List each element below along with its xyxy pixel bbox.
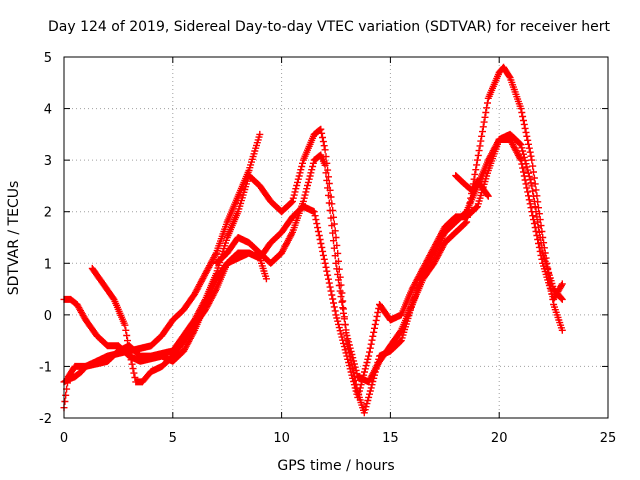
chart-title: Day 124 of 2019, Sidereal Day-to-day VTE… [48, 19, 610, 35]
plot-frame [63, 56, 609, 419]
marker-cluster [212, 63, 566, 386]
x-tick-label: 10 [273, 431, 290, 446]
x-tick-label: 5 [169, 431, 177, 446]
x-tick-label: 15 [382, 431, 399, 446]
y-tick-label: 0 [44, 309, 52, 324]
axis-ticks: 0 5 10 15 20 25 -2 -1 0 1 2 3 4 5 [39, 51, 616, 446]
marker-cluster [452, 172, 492, 200]
y-axis-label: SDTVAR / TECUs [6, 181, 22, 296]
y-tick-label: 5 [44, 51, 52, 66]
x-axis-label: GPS time / hours [277, 458, 394, 474]
marker-cluster [88, 249, 270, 386]
y-tick-label: 3 [44, 154, 52, 169]
x-tick-label: 20 [491, 431, 508, 446]
series-trace-3 [60, 130, 566, 401]
y-tick-label: 1 [44, 257, 52, 272]
y-tick-label: -2 [39, 412, 52, 427]
series-trace-5 [212, 63, 566, 386]
y-tick-label: 4 [44, 103, 52, 118]
x-tick-label: 25 [600, 431, 617, 446]
y-tick-label: -1 [39, 360, 52, 375]
y-tick-label: 2 [44, 206, 52, 221]
marker-cluster [60, 130, 566, 401]
series-trace-4 [88, 249, 270, 386]
data-points [60, 63, 566, 417]
series-trace-6 [452, 172, 492, 200]
x-tick-label: 0 [60, 431, 68, 446]
